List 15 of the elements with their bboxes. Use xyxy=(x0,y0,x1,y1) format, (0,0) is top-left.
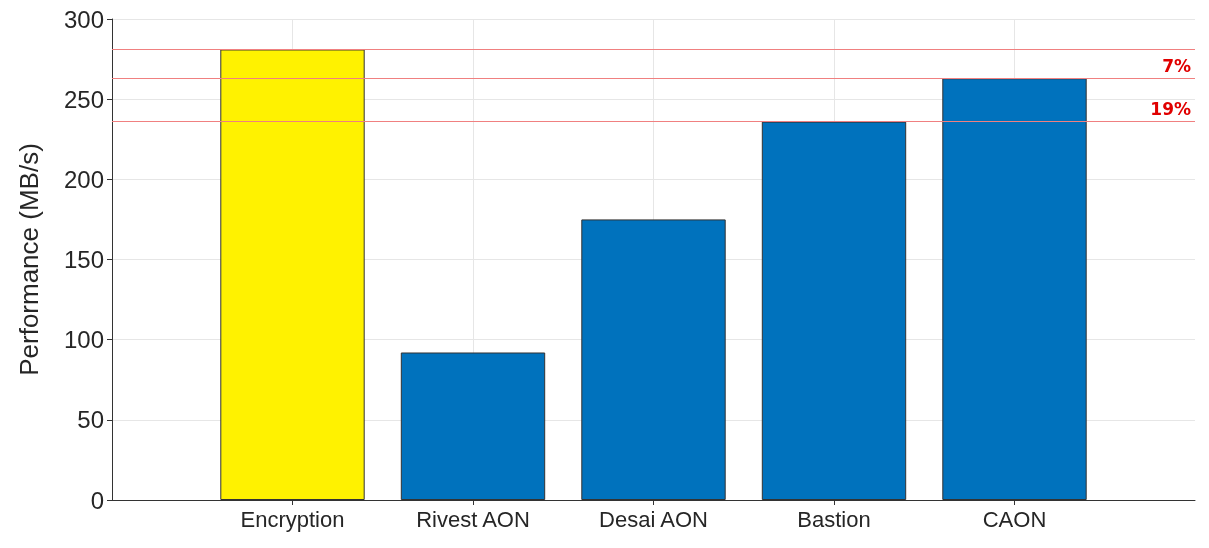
x-tick-label: Encryption xyxy=(240,506,345,532)
y-tick-label: 100 xyxy=(63,326,104,354)
y-axis-title: Performance (MB/s) xyxy=(14,143,44,376)
annotation: 7% xyxy=(1162,55,1191,76)
x-tick-label: Rivest AON xyxy=(416,506,530,532)
y-tick-label: 150 xyxy=(63,246,104,273)
x-tick-label: CAON xyxy=(982,506,1047,532)
y-tick-label: 0 xyxy=(90,486,104,514)
y-tick-label: 250 xyxy=(63,85,104,113)
annotation: 19% xyxy=(1150,99,1191,120)
y-tick-label: 200 xyxy=(63,165,104,193)
x-tick-label: Desai AON xyxy=(599,506,708,532)
x-tick-label: Bastion xyxy=(797,506,871,532)
y-tick-label: 50 xyxy=(77,406,104,434)
y-tick-label: 300 xyxy=(63,5,104,33)
